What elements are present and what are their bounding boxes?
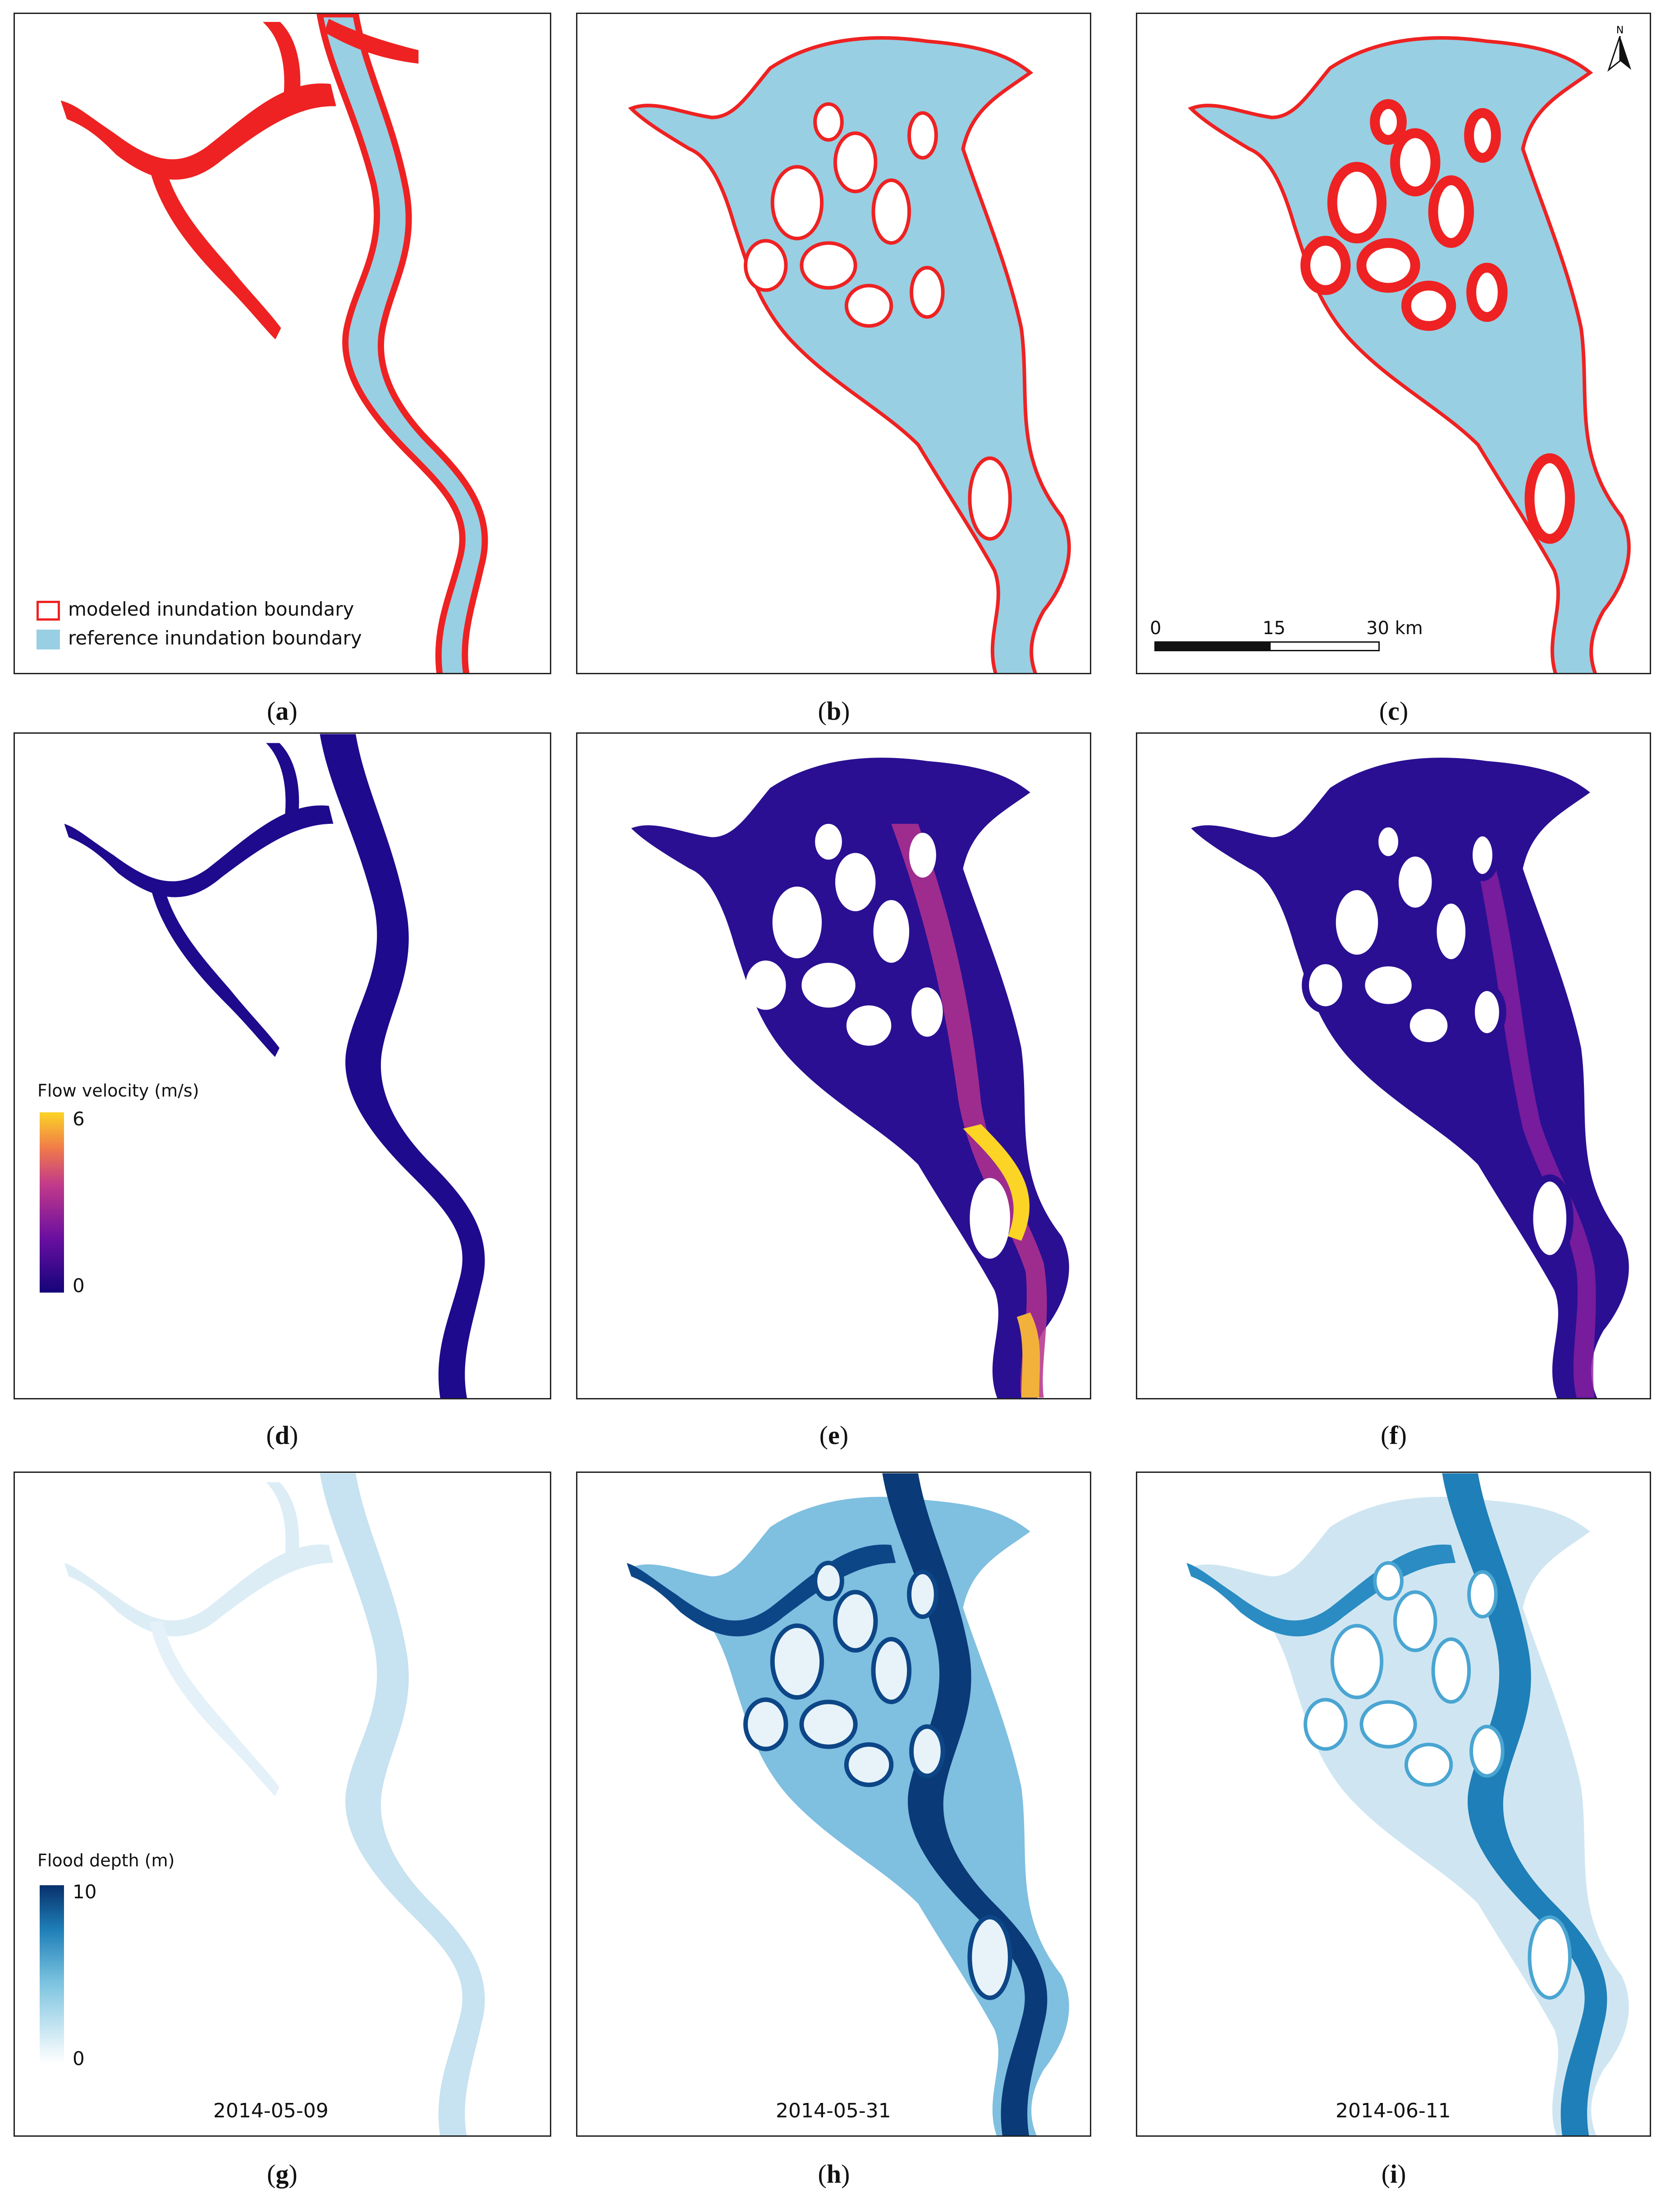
caption-i: (i) — [1381, 2159, 1406, 2189]
reference-boundary-swatch — [37, 630, 60, 649]
depth-max-label: 10 — [73, 1881, 97, 1903]
modeled-boundary-swatch — [37, 601, 60, 621]
caption-c: (c) — [1379, 696, 1409, 726]
map-panel-h: 2014-05-31 — [576, 1472, 1091, 2137]
caption-e: (e) — [819, 1421, 849, 1450]
scale-tick-0: 0 — [1150, 618, 1162, 639]
modeled-boundary-label: modeled inundation boundary — [68, 598, 354, 620]
velocity-legend-title: Flow velocity (m/s) — [37, 1081, 199, 1101]
scale-tick-15: 15 — [1263, 618, 1286, 639]
scale-bar-white — [1269, 641, 1380, 651]
velocity-max-label: 6 — [73, 1108, 85, 1130]
reference-boundary-label: reference inundation boundary — [68, 627, 362, 649]
date-label-h: 2014-05-31 — [776, 2099, 891, 2122]
caption-f: (f) — [1381, 1421, 1407, 1450]
scale-bar-black — [1154, 641, 1269, 651]
caption-h: (h) — [818, 2159, 850, 2189]
velocity-min-label: 0 — [73, 1275, 85, 1297]
map-panel-b — [576, 13, 1091, 674]
caption-d: (d) — [266, 1421, 298, 1450]
date-label-g: 2014-05-09 — [213, 2099, 329, 2122]
map-panel-i: 2014-06-11 — [1136, 1472, 1651, 2137]
map-panel-a: modeled inundation boundary reference in… — [14, 13, 551, 674]
north-arrow: N — [1606, 25, 1634, 74]
velocity-map-d — [64, 734, 485, 1398]
depth-map-g — [64, 1473, 485, 2135]
caption-g: (g) — [267, 2159, 297, 2189]
inundation-map-b — [577, 14, 1090, 673]
map-panel-g: Flood depth (m) 10 0 2014-05-09 — [14, 1472, 551, 2137]
scale-bar: 0 15 30 km — [1150, 618, 1423, 658]
caption-b: (b) — [818, 696, 850, 726]
date-label-i: 2014-06-11 — [1336, 2099, 1451, 2122]
depth-legend-title: Flood depth (m) — [37, 1851, 175, 1870]
map-panel-d: Flow velocity (m/s) 6 0 — [14, 732, 551, 1399]
scale-tick-30: 30 km — [1366, 618, 1423, 639]
velocity-colorbar — [40, 1112, 64, 1293]
north-arrow-icon — [1607, 36, 1631, 72]
inundation-map-c — [1137, 14, 1650, 673]
depth-colorbar — [40, 1885, 64, 2063]
depth-min-label: 0 — [73, 2047, 85, 2070]
velocity-map-f — [1191, 758, 1629, 1398]
depth-map-h — [627, 1473, 1069, 2135]
map-panel-c: N 0 15 30 km — [1136, 13, 1651, 674]
inundation-map-a — [15, 14, 550, 673]
caption-a: (a) — [267, 696, 297, 726]
north-label: N — [1616, 25, 1624, 36]
depth-map-i — [1186, 1473, 1629, 2135]
velocity-map-e — [631, 758, 1069, 1398]
map-panel-e — [576, 732, 1091, 1399]
map-panel-f — [1136, 732, 1651, 1399]
